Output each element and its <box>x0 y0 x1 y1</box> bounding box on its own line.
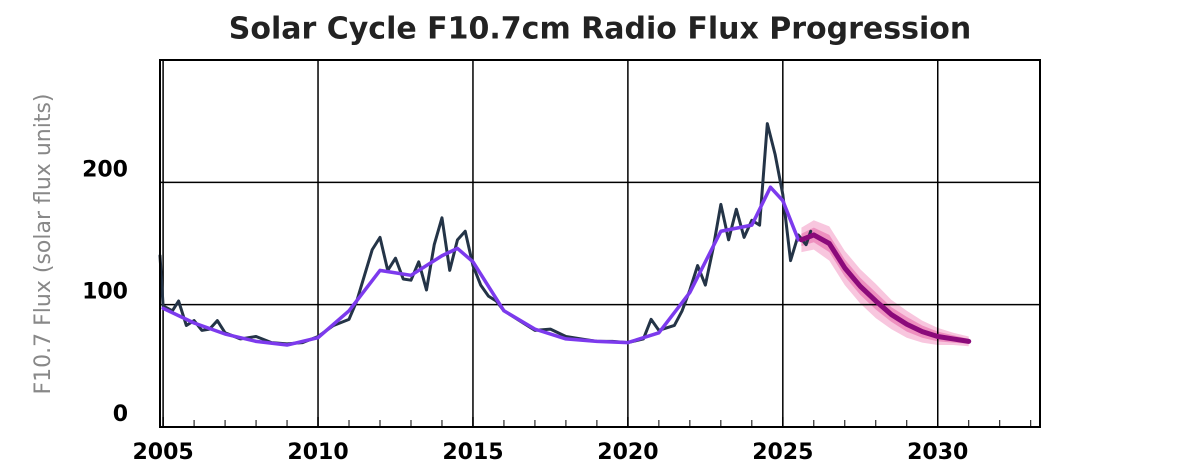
x-tick-label: 2015 <box>442 440 503 465</box>
x-tick-label: 2030 <box>907 440 968 465</box>
y-tick-label: 0 <box>113 402 128 427</box>
prediction-band <box>801 220 969 347</box>
line <box>798 232 972 344</box>
x-tick-label: 2005 <box>132 440 193 465</box>
x-tick-label: 2010 <box>287 440 348 465</box>
y-axis-label: F10.7 Flux (solar flux units) <box>31 94 56 395</box>
x-tick-label: 2025 <box>752 440 813 465</box>
plot-frame <box>159 59 1041 428</box>
chart-title: Solar Cycle F10.7cm Radio Flux Progressi… <box>229 12 971 47</box>
y-tick-label: 200 <box>82 157 128 182</box>
y-tick-label: 100 <box>82 280 128 305</box>
x-tick-label: 2020 <box>597 440 658 465</box>
prediction-band <box>801 227 969 344</box>
line <box>161 185 801 347</box>
line <box>158 122 813 346</box>
